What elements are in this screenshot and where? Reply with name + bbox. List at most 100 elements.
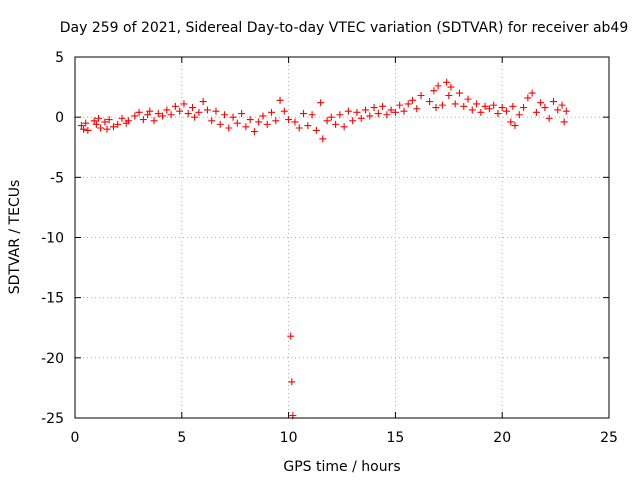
axis-ticks [74,56,610,419]
data-point [287,332,295,340]
data-point [203,106,211,114]
data-point [391,108,399,116]
y-tick-label: -25 [41,411,64,427]
data-point [387,106,395,114]
data-point [515,111,523,119]
data-point [520,104,528,112]
data-point [176,107,184,115]
data-point [537,99,545,107]
x-tick-label: 15 [386,430,404,446]
data-point [295,124,303,132]
data-point [498,104,506,112]
data-point [317,99,325,107]
data-point [159,112,167,120]
data-point [379,102,387,110]
data-point [344,107,352,115]
data-point [150,117,158,125]
data-point [255,118,263,126]
data-point [238,110,246,118]
data-point [560,118,568,126]
data-point [366,112,374,120]
data-point [460,102,468,110]
data-point [473,100,481,108]
data-point [280,107,288,115]
data-point [511,122,519,130]
data-point [163,106,171,114]
data-point [447,83,455,91]
data-point [413,105,421,113]
data-point [490,101,498,109]
data-point [323,117,331,125]
data-point [430,87,438,95]
data-point [101,118,109,126]
data-point [319,135,327,143]
data-point [229,113,237,121]
data-point [340,123,348,131]
data-point [502,107,510,115]
data-point [451,100,459,108]
data-point [118,114,126,122]
data-point [184,110,192,118]
x-tick-label: 10 [280,430,298,446]
data-point [554,106,562,114]
data-point [103,125,111,133]
data-point [84,126,92,134]
data-point [426,98,434,106]
data-point [208,117,216,125]
x-tick-label: 5 [177,430,186,446]
data-point [124,117,132,125]
data-point [199,98,207,106]
data-point [268,108,276,116]
data-point [434,82,442,90]
data-point [370,104,378,112]
data-point [131,112,139,120]
data-point [291,118,299,126]
data-point [383,111,391,119]
data-point [80,125,88,133]
data-point [90,117,98,125]
data-point [528,89,536,97]
data-point [507,118,515,126]
y-tick-label: -5 [50,170,64,186]
data-point [357,114,365,122]
data-point [464,95,472,103]
data-point [549,98,557,106]
data-point [308,111,316,119]
data-point [396,101,404,109]
data-point [146,107,154,115]
data-point [191,113,199,121]
data-point [195,108,203,116]
data-point [92,120,100,128]
data-point [77,122,85,130]
data-point [477,108,485,116]
data-point [438,101,446,109]
data-point [562,107,570,115]
data-point [558,101,566,109]
data-point [180,100,188,108]
data-point [445,92,453,100]
data-point [154,110,162,118]
data-point [259,112,267,120]
data-point [109,123,117,131]
data-point [97,124,105,132]
data-point [545,114,553,122]
chart-title: Day 259 of 2021, Sidereal Day-to-day VTE… [60,20,629,36]
grid-lines [75,57,609,418]
data-point [353,108,361,116]
data-point [524,94,532,102]
data-point [417,92,425,100]
y-tick-label: -20 [41,351,64,367]
data-point [167,111,175,119]
y-tick-label: -10 [41,231,64,247]
data-point [188,104,196,112]
data-point [532,108,540,116]
y-axis-label: SDTVAR / TECUs [7,180,23,295]
data-point [408,96,416,104]
data-point [485,105,493,113]
y-tick-label: 5 [55,50,64,66]
y-tick-label: -15 [41,291,64,307]
x-tick-label: 0 [71,430,80,446]
data-point [221,111,229,119]
data-point [468,106,476,114]
